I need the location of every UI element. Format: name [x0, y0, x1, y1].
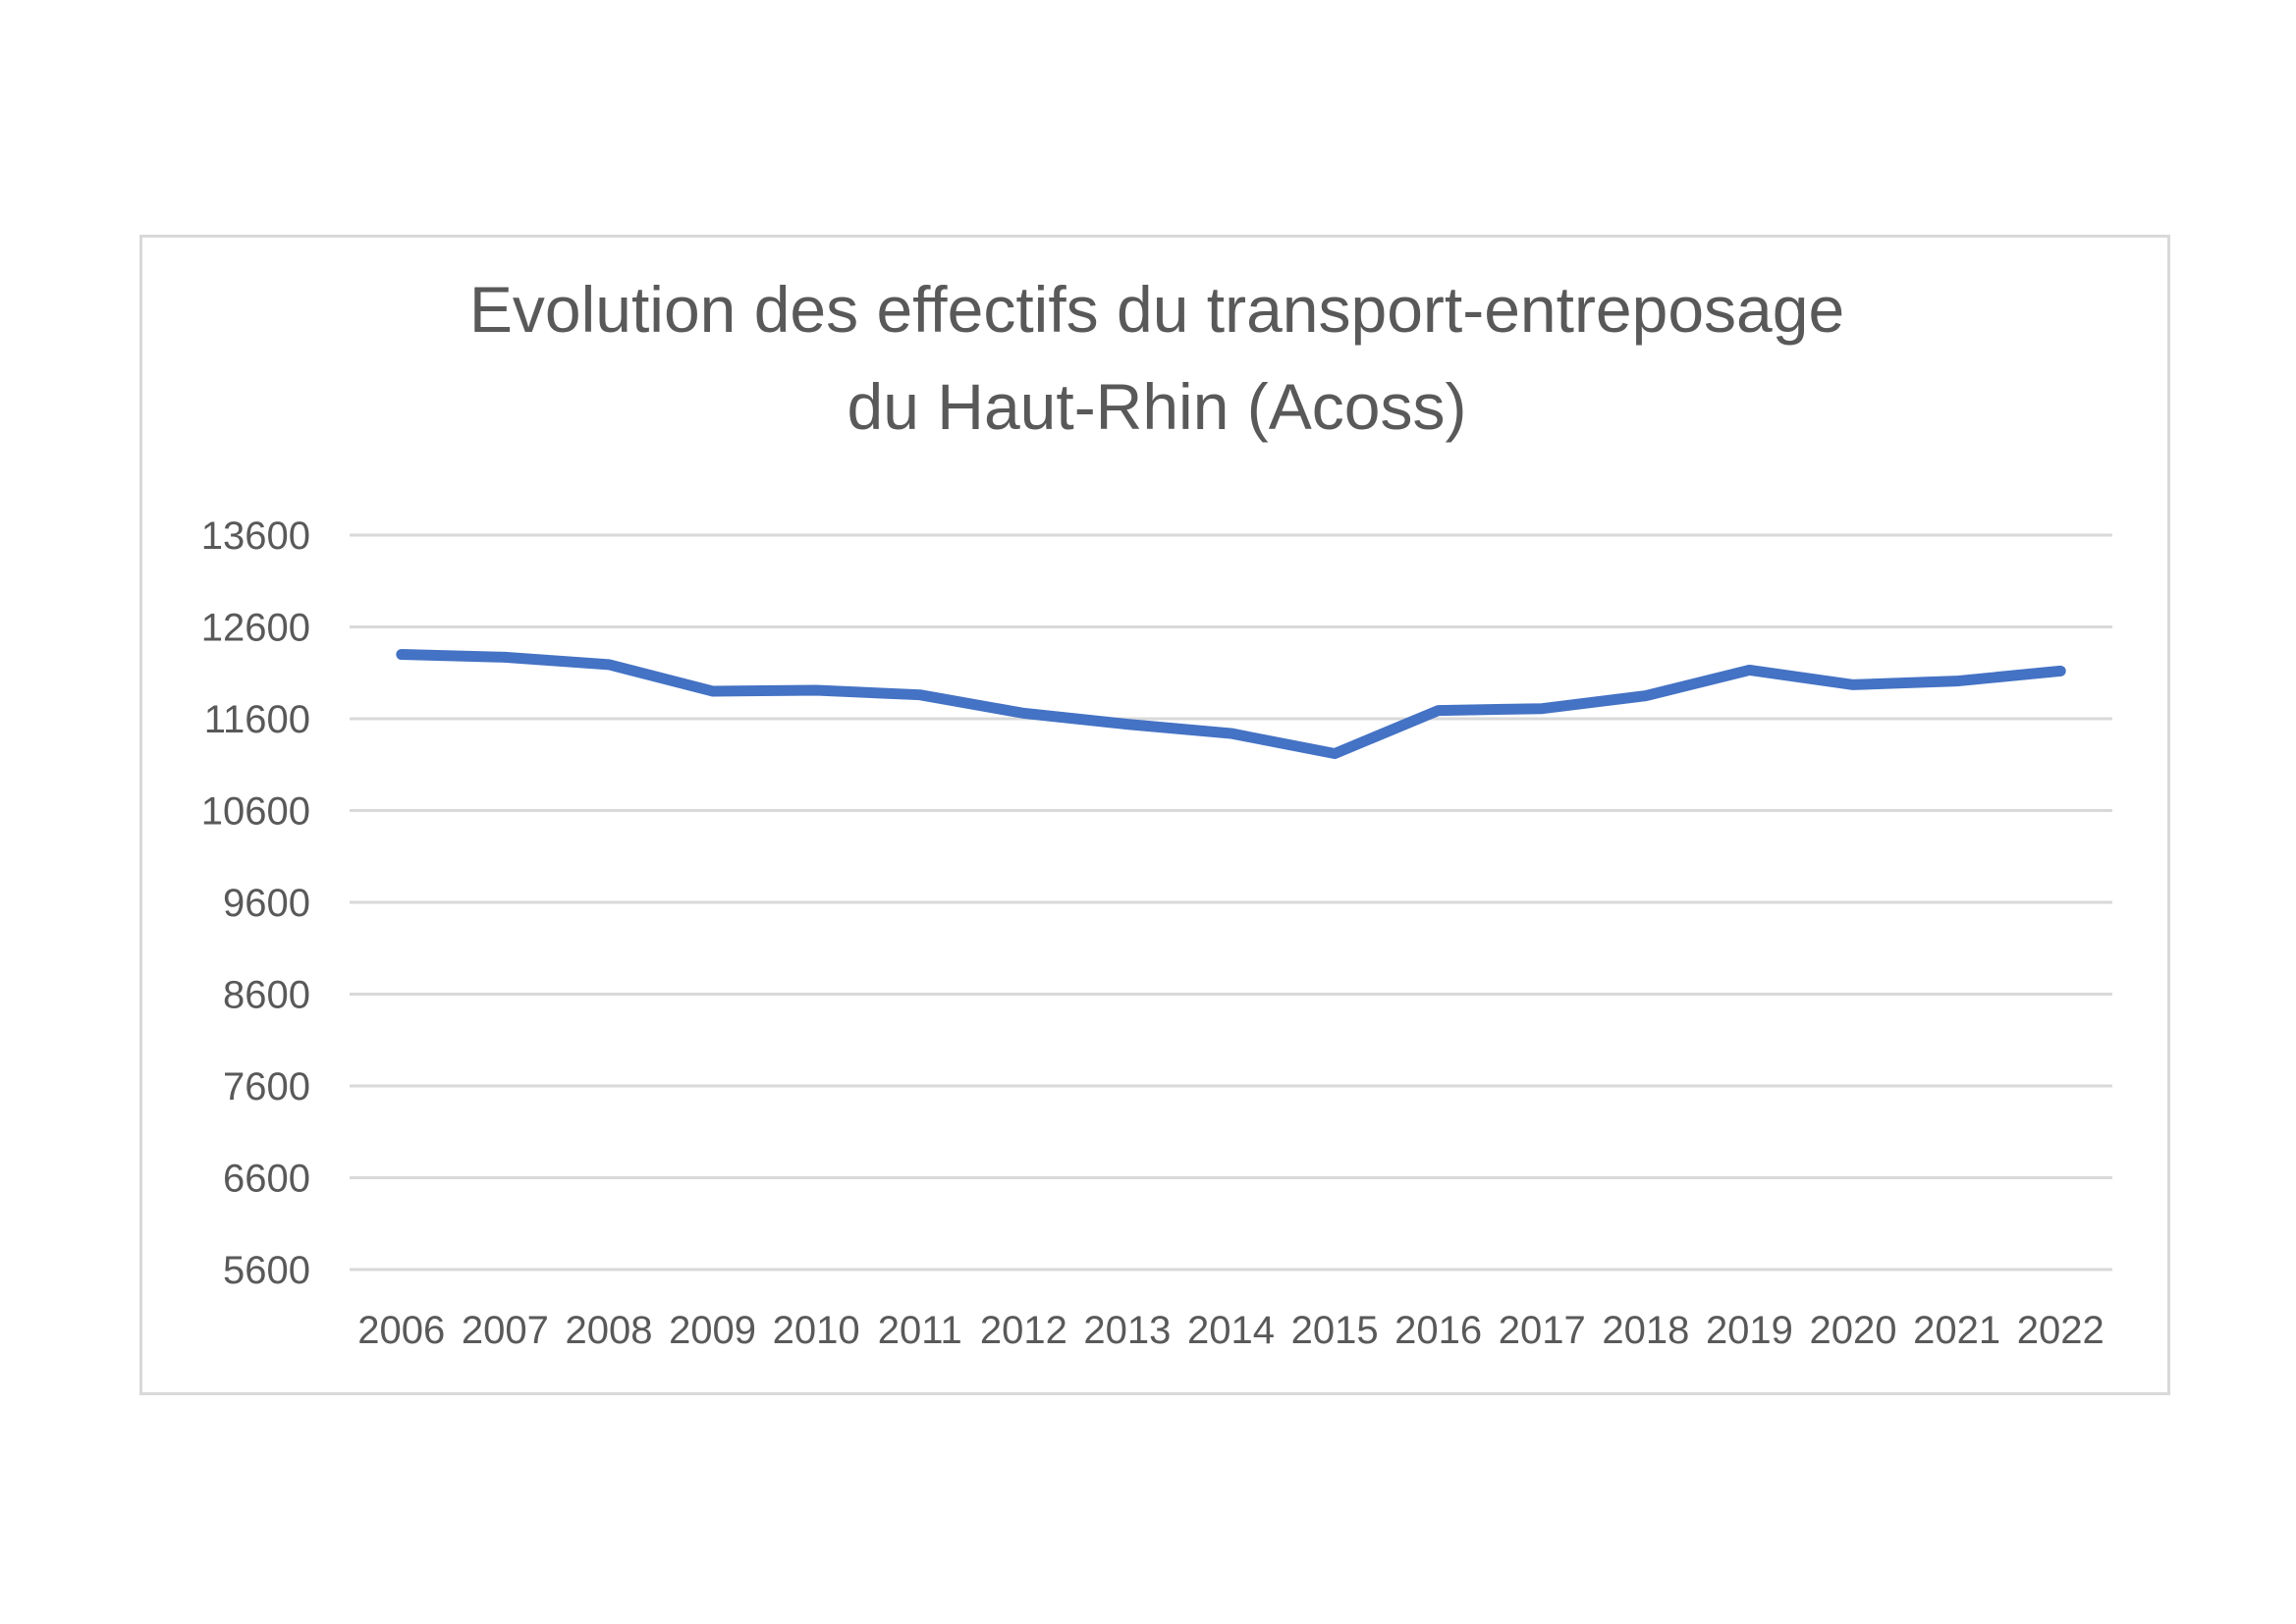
x-tick-label: 2011 [878, 1309, 962, 1352]
series-line [396, 649, 2066, 760]
gridlines [350, 533, 2112, 1272]
x-tick-label: 2006 [357, 1309, 445, 1352]
line-chart: Evolution des effectifs du transport-ent… [201, 273, 2112, 1352]
y-tick-label: 13600 [201, 514, 310, 558]
x-tick-label: 2015 [1291, 1309, 1379, 1352]
chart-frame: Evolution des effectifs du transport-ent… [139, 235, 2170, 1395]
y-axis-tick-labels: 13600 12600 11600 10600 9600 8600 7600 6600 5600 [201, 514, 310, 1292]
x-tick-label: 2020 [1810, 1309, 1897, 1352]
y-tick-label: 6600 [223, 1158, 310, 1201]
y-tick-label: 8600 [223, 974, 310, 1017]
x-tick-label: 2021 [1913, 1309, 2000, 1352]
y-tick-label: 9600 [223, 882, 310, 925]
x-tick-label: 2019 [1706, 1309, 1793, 1352]
x-tick-label: 2013 [1083, 1309, 1171, 1352]
x-tick-label: 2008 [565, 1309, 652, 1352]
y-tick-label: 10600 [201, 790, 310, 834]
x-tick-label: 2016 [1394, 1309, 1482, 1352]
x-tick-label: 2007 [462, 1309, 549, 1352]
y-tick-label: 5600 [223, 1249, 310, 1292]
x-tick-label: 2010 [773, 1309, 860, 1352]
x-tick-label: 2018 [1602, 1309, 1689, 1352]
x-tick-label: 2017 [1499, 1309, 1586, 1352]
chart-title-line-1: Evolution des effectifs du transport-ent… [469, 273, 1844, 346]
x-tick-label: 2009 [669, 1309, 756, 1352]
chart-title-line-2: du Haut-Rhin (Acoss) [847, 370, 1467, 443]
series-lines [396, 649, 2066, 760]
y-tick-label: 7600 [223, 1065, 310, 1109]
x-axis-tick-labels: 2006 2007 2008 2009 2010 2011 2012 2013 2014 2015… [357, 1309, 2104, 1352]
y-tick-label: 12600 [201, 607, 310, 650]
x-tick-label: 2022 [2017, 1309, 2105, 1352]
x-tick-label: 2012 [980, 1309, 1067, 1352]
y-tick-label: 11600 [204, 698, 310, 741]
x-tick-label: 2014 [1187, 1309, 1275, 1352]
